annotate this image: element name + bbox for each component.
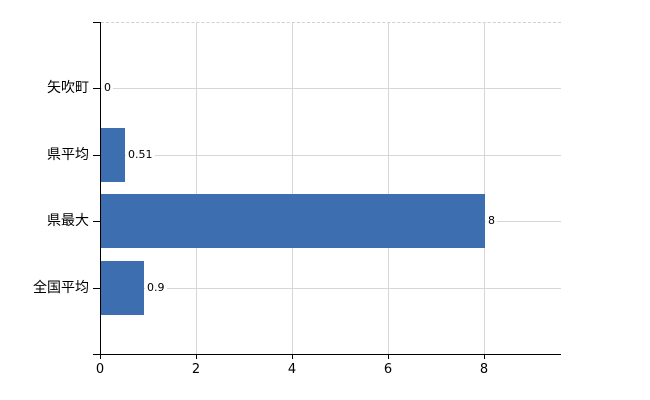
category-gridline [101,288,561,289]
x-gridline [484,23,485,354]
x-axis-tick [484,355,485,359]
category-gridline [101,155,561,156]
plot-top-border [101,22,561,23]
category-label: 県平均 [47,147,89,163]
bar [101,128,125,182]
category-gridline [101,88,561,89]
x-axis-tick [388,355,389,359]
x-gridline [292,23,293,354]
category-label: 矢吹町 [47,80,89,96]
bar [101,261,144,315]
bar-value-label: 0 [102,81,113,95]
x-axis-tick [100,355,101,359]
y-axis-tick [93,88,100,89]
y-axis-tick [93,288,100,289]
x-gridline [196,23,197,354]
x-tick-label: 2 [191,362,201,377]
x-tick-label: 6 [383,362,393,377]
x-tick-label: 0 [95,362,105,377]
x-tick-label: 8 [479,362,489,377]
plot-area: 0 矢吹町 0.51 県平均 8 県最大 0.9 全国平均 0 2 4 6 8 [33,22,561,377]
x-axis-line [93,354,561,355]
x-axis-tick [292,355,293,359]
category-label: 全国平均 [33,280,89,296]
bar-value-label: 0.51 [126,148,155,162]
y-axis-tick [93,22,100,23]
bar-value-label: 0.9 [145,281,167,295]
y-axis-tick [93,221,100,222]
category-label: 県最大 [47,213,89,229]
x-tick-label: 4 [287,362,297,377]
bar-value-label: 8 [486,214,497,228]
x-axis-tick [196,355,197,359]
x-gridline [388,23,389,354]
y-axis-tick [93,155,100,156]
bar [101,194,485,248]
y-axis-line [100,22,101,354]
